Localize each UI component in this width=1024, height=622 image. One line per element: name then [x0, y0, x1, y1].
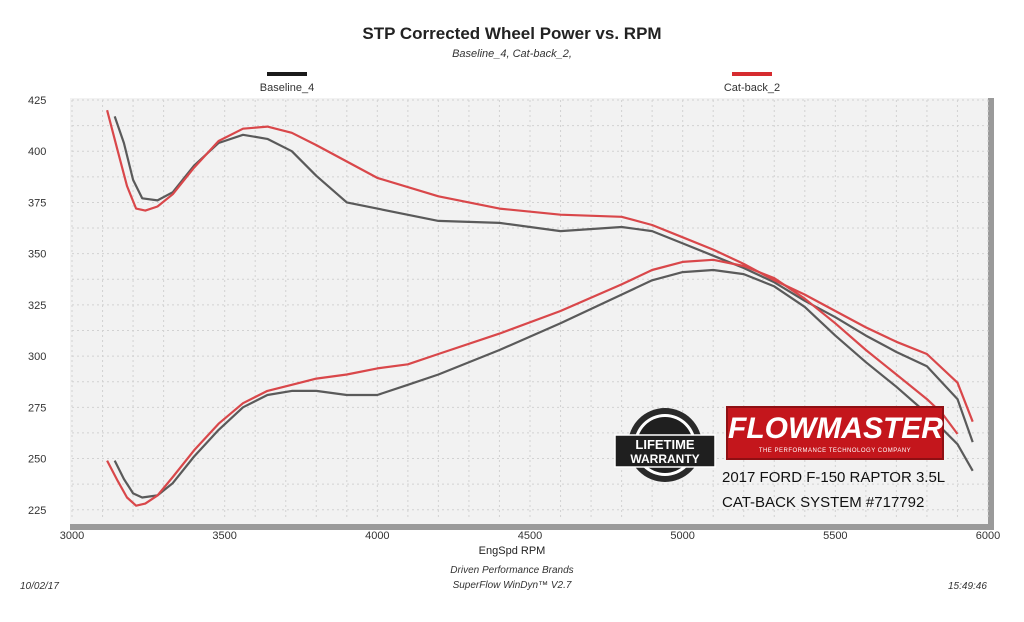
series-line-baseline-4-torque: [113, 116, 974, 443]
legend-swatch-catback: [732, 72, 772, 76]
flowmaster-logo: FLOWMASTER THE PERFORMANCE TECHNOLOGY CO…: [726, 406, 944, 460]
logo-tagline: THE PERFORMANCE TECHNOLOGY COMPANY: [758, 448, 912, 454]
x-axis-label: EngSpd RPM: [478, 545, 546, 557]
footer-software: SuperFlow WinDyn™ V2.7: [452, 580, 572, 591]
badge-bottom-text: WARRANTY: [630, 452, 699, 466]
y-tick-label: 400: [28, 146, 46, 158]
badge-top-text: LIFETIME: [635, 437, 695, 452]
lifetime-warranty-badge: LIFETIME WARRANTY: [614, 408, 716, 482]
series-lines: [106, 109, 974, 507]
y-tick-label: 250: [28, 454, 46, 466]
x-tick-label: 3500: [212, 530, 236, 542]
legend-item-catback: Cat-back_2: [720, 72, 784, 94]
y-tick-label: 300: [28, 351, 46, 363]
y-tick-label: 350: [28, 249, 46, 261]
legend-swatch-baseline: [267, 72, 307, 76]
series-line-cat-back-2-power: [106, 258, 959, 507]
legend-label-baseline: Baseline_4: [259, 82, 315, 94]
y-tick-label: 275: [28, 402, 46, 414]
chart-title: STP Corrected Wheel Power vs. RPM: [362, 24, 662, 43]
footer-company: Driven Performance Brands: [450, 565, 574, 576]
footer-time: 15:49:46: [948, 581, 987, 592]
chart-subtitle: Baseline_4, Cat-back_2,: [452, 48, 572, 60]
legend-item-baseline: Baseline_4: [255, 72, 319, 94]
series-line-baseline-4-power: [113, 268, 974, 499]
series-line-cat-back-2-torque: [106, 109, 974, 423]
legend-label-catback: Cat-back_2: [723, 82, 781, 94]
y-tick-label: 425: [28, 95, 46, 107]
y-tick-label: 225: [28, 505, 46, 517]
y-tick-label: 325: [28, 300, 46, 312]
tick-labels: 3000 3500 4000 4500 5000 5500 6000 225 250 275 300…: [28, 95, 1000, 542]
x-tick-label: 4500: [518, 530, 542, 542]
x-tick-label: 5500: [823, 530, 847, 542]
logo-name: FLOWMASTER: [728, 412, 943, 445]
y-tick-label: 375: [28, 197, 46, 209]
badge-banner: [614, 434, 716, 468]
x-tick-label: 3000: [60, 530, 84, 542]
footer-date: 10/02/17: [20, 581, 59, 592]
x-tick-label: 6000: [976, 530, 1000, 542]
x-tick-label: 5000: [670, 530, 694, 542]
caption-vehicle: 2017 FORD F-150 RAPTOR 3.5L: [722, 469, 946, 486]
caption-system: CAT-BACK SYSTEM #717792: [722, 494, 925, 511]
x-tick-label: 4000: [365, 530, 389, 542]
